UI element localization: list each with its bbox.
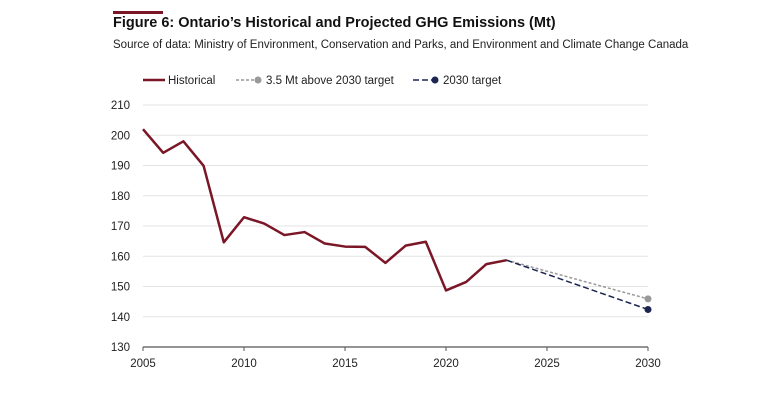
y-tick-label: 200: [111, 130, 130, 142]
title-accent-bar: [113, 11, 163, 14]
legend-label: Historical: [168, 75, 215, 87]
x-tick-label: 2020: [433, 358, 459, 370]
x-tick-label: 2015: [332, 358, 358, 370]
legend-label: 3.5 Mt above 2030 target: [266, 75, 395, 87]
legend-marker: [431, 76, 439, 84]
series-end-marker: [644, 305, 652, 313]
series-line-3: [506, 259, 649, 311]
y-tick-label: 180: [111, 191, 130, 203]
y-tick-label: 210: [111, 100, 130, 112]
x-tick-label: 2030: [635, 358, 661, 370]
legend-marker: [254, 76, 262, 84]
chart-subtitle: Source of data: Ministry of Environment,…: [113, 39, 689, 51]
y-tick-label: 140: [111, 312, 130, 324]
x-tick-label: 2025: [534, 358, 560, 370]
series-line-2: [506, 259, 649, 300]
x-tick-label: 2010: [231, 358, 257, 370]
y-tick-label: 130: [111, 342, 130, 354]
chart-title: Figure 6: Ontario’s Historical and Proje…: [113, 15, 556, 31]
series-end-marker: [644, 295, 652, 303]
y-tick-label: 190: [111, 161, 130, 173]
y-tick-label: 170: [111, 221, 130, 233]
series-line-1: [142, 128, 507, 292]
y-tick-label: 160: [111, 251, 130, 263]
x-tick-label: 2005: [130, 358, 156, 370]
y-tick-label: 150: [111, 282, 130, 294]
legend-label: 2030 target: [443, 75, 502, 87]
